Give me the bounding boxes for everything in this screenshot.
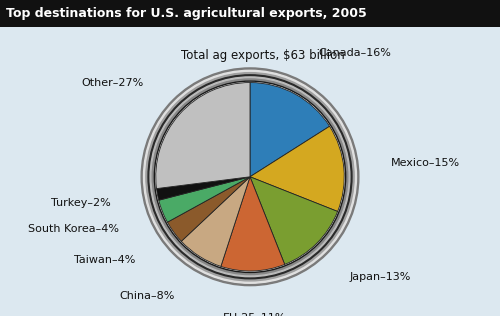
Circle shape bbox=[148, 75, 352, 279]
Circle shape bbox=[154, 81, 346, 272]
Text: South Korea–4%: South Korea–4% bbox=[28, 224, 118, 234]
Circle shape bbox=[141, 68, 359, 286]
Wedge shape bbox=[156, 177, 250, 200]
Circle shape bbox=[150, 77, 350, 277]
Wedge shape bbox=[158, 177, 250, 222]
Text: Other–27%: Other–27% bbox=[82, 78, 144, 88]
Text: EU-25–11%: EU-25–11% bbox=[222, 313, 286, 316]
Wedge shape bbox=[250, 126, 344, 211]
Text: Mexico–15%: Mexico–15% bbox=[390, 159, 460, 168]
Text: China–8%: China–8% bbox=[119, 291, 174, 301]
Circle shape bbox=[156, 82, 344, 271]
Wedge shape bbox=[221, 177, 284, 271]
Wedge shape bbox=[156, 82, 250, 189]
Wedge shape bbox=[168, 177, 250, 241]
Circle shape bbox=[152, 79, 348, 275]
Wedge shape bbox=[250, 177, 338, 264]
Text: Taiwan–4%: Taiwan–4% bbox=[74, 255, 136, 265]
Text: Total ag exports, $63 billion: Total ag exports, $63 billion bbox=[181, 49, 344, 62]
Text: Canada–16%: Canada–16% bbox=[318, 48, 391, 58]
Text: Turkey–2%: Turkey–2% bbox=[52, 198, 111, 208]
Circle shape bbox=[146, 73, 354, 281]
Text: Top destinations for U.S. agricultural exports, 2005: Top destinations for U.S. agricultural e… bbox=[6, 7, 367, 20]
Text: Japan–13%: Japan–13% bbox=[350, 272, 412, 282]
Wedge shape bbox=[250, 82, 330, 177]
Wedge shape bbox=[182, 177, 250, 266]
Circle shape bbox=[144, 70, 356, 283]
